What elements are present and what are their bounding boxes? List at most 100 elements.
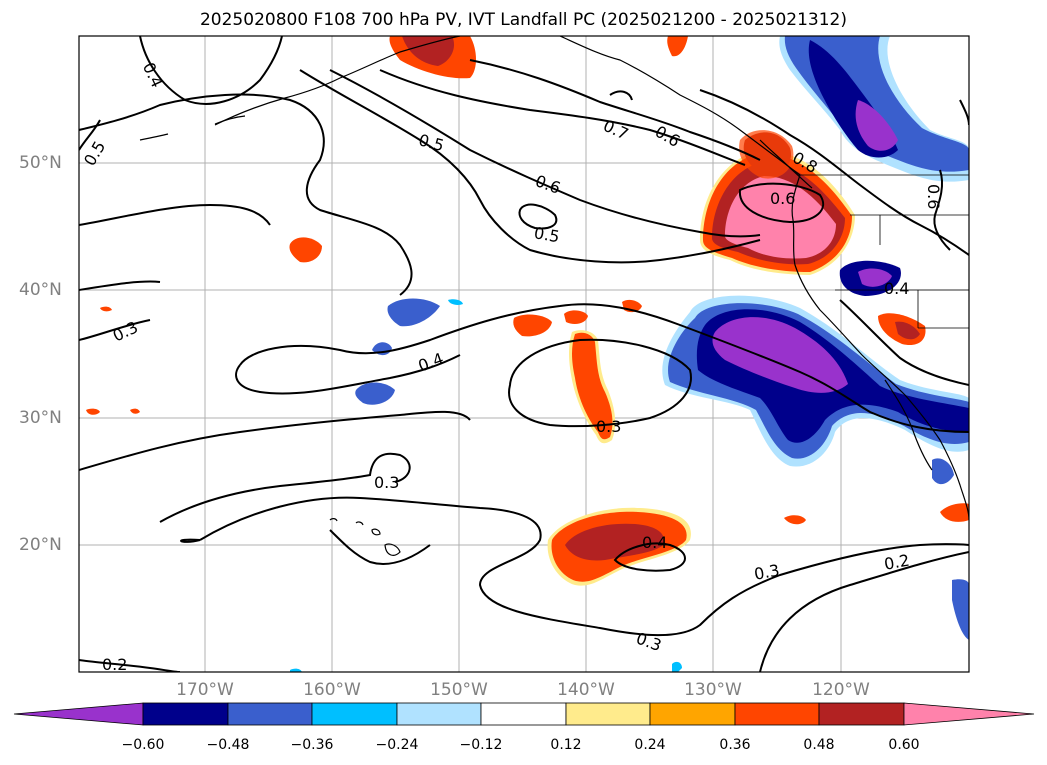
contour-label: 0.3 (110, 317, 141, 345)
colorbar (13, 702, 1035, 726)
colorbar-tick-label: −0.12 (459, 737, 503, 753)
blue-region-mexico (952, 579, 969, 640)
colorbar-min-arrow (13, 702, 144, 726)
coastlines (139, 36, 969, 521)
contour-label: 0.6 (652, 122, 684, 151)
contour-0-5-loop (518, 203, 558, 230)
contour-label: 0.4 (139, 59, 167, 90)
contour-0-3-west (79, 319, 151, 341)
blue-region-mexico2 (932, 458, 954, 485)
contour-label: 0.3 (634, 628, 664, 655)
hawaii-islands (329, 518, 401, 556)
contour-0-5-west-low (79, 203, 271, 226)
contour-0-8 (699, 89, 969, 256)
contour-label: 0.5 (417, 130, 447, 155)
colorbar-segment (649, 702, 736, 726)
lat-label: 30°N (19, 408, 62, 428)
lon-label: 120°W (812, 680, 870, 700)
lon-label: 130°W (684, 680, 742, 700)
colorbar-segment (734, 702, 820, 726)
colorbar-tick-label: −0.24 (375, 737, 419, 753)
contour-label: 0.3 (374, 473, 399, 492)
contour-label: 0.5 (533, 223, 561, 246)
contour-0-7-arc (379, 69, 746, 166)
orange-region-bc-coast (739, 130, 794, 179)
lat-label: 50°N (19, 153, 62, 173)
contour-label: 0.2 (883, 551, 911, 574)
blue-region-south-2 (290, 668, 302, 672)
firebrick-region-oregon-coast (895, 321, 920, 340)
contour-label: 0.4 (884, 279, 909, 298)
orange-region-west (289, 237, 322, 263)
contour-label: 0.3 (596, 417, 621, 436)
contour-0-3-south (159, 452, 411, 523)
purple-region-nevada (858, 268, 892, 287)
purple-region-california (712, 317, 848, 393)
contour-0-6-arc (329, 69, 761, 238)
orange-region-mid-2 (564, 310, 588, 324)
colorbar-segment (818, 702, 905, 726)
contour-0-6-loop (738, 182, 825, 224)
contour-label: 0.4 (416, 349, 446, 376)
contour-0-6-right (933, 169, 951, 251)
contour-0-2-south (759, 551, 969, 672)
orange-region-central-pacific-2 (572, 332, 613, 440)
orange-region-alaska-2 (667, 36, 688, 57)
alaska-coastline (214, 36, 461, 126)
colorbar-max-arrow (903, 702, 1035, 726)
negative-anomaly-fills (290, 36, 969, 672)
orange-region-west-3 (130, 408, 140, 414)
colorbar-segment (311, 702, 398, 726)
orange-region-west-4 (100, 306, 112, 312)
contour-0-3-main (79, 410, 471, 471)
contour-0-3-loop (508, 338, 692, 428)
baja-coast (884, 379, 933, 471)
lon-label: 150°W (430, 680, 488, 700)
lon-label: 160°W (303, 680, 361, 700)
lat-label: 40°N (19, 280, 62, 300)
contour-0-4-hawaii (613, 542, 686, 572)
lat-label: 20°N (19, 535, 62, 555)
contour-label: 0.6 (924, 184, 943, 209)
contour-0-5-arc (299, 69, 761, 264)
orange-region-sub-2 (940, 503, 969, 522)
contour-label: 0.6 (770, 189, 795, 208)
contour-label: 0.2 (102, 655, 127, 674)
contour-0-2-sw (79, 659, 181, 672)
colorbar-tick-label: −0.60 (121, 737, 165, 753)
contour-label: 0.6 (533, 171, 563, 198)
contour-0-3-hawaii-b (180, 529, 431, 566)
contour-0-4-inner (839, 299, 969, 386)
map-frame (78, 35, 970, 673)
contour-0-4-bottom-left (235, 354, 461, 395)
contour-0-4-west (139, 36, 283, 105)
pink-region-washington (725, 176, 836, 259)
us-border (800, 174, 969, 329)
blue-region-north-pacific (387, 298, 440, 327)
colorbar-tick-label: 0.48 (803, 737, 835, 753)
orange-region-mid-1 (513, 314, 552, 337)
contour-0-6-upper (469, 59, 761, 161)
contour-0-5-north-left (79, 119, 101, 151)
map-area: 0.4 0.5 0.5 0.6 0.5 0.7 0.6 0.8 0.6 0.6 … (79, 36, 969, 674)
map-title: 2025020800 F108 700 hPa PV, IVT Landfall… (199, 10, 847, 30)
contour-0-4-main (79, 280, 969, 433)
firebrick-region-alaska (402, 36, 455, 66)
colorbar-tick-label: −0.48 (206, 737, 250, 753)
blue-region-north-pacific-4 (448, 299, 463, 305)
orange-region-west-2 (86, 408, 100, 415)
colorbar-tick-label: 0.36 (719, 737, 751, 753)
colorbar-segment (142, 702, 229, 726)
alaska-coastline-2 (559, 36, 801, 176)
colorbar-segment (565, 702, 651, 726)
west-coast-na (791, 174, 969, 521)
orange-region-sub-1 (784, 515, 806, 525)
blue-region-south (672, 661, 682, 672)
contour-0-5-north (79, 93, 413, 296)
blue-region-north-pacific-2 (355, 382, 395, 405)
positive-anomaly-fills (86, 36, 969, 586)
lon-label: 170°W (176, 680, 234, 700)
contour-label: 0.3 (753, 561, 781, 584)
colorbar-segment (227, 702, 313, 726)
